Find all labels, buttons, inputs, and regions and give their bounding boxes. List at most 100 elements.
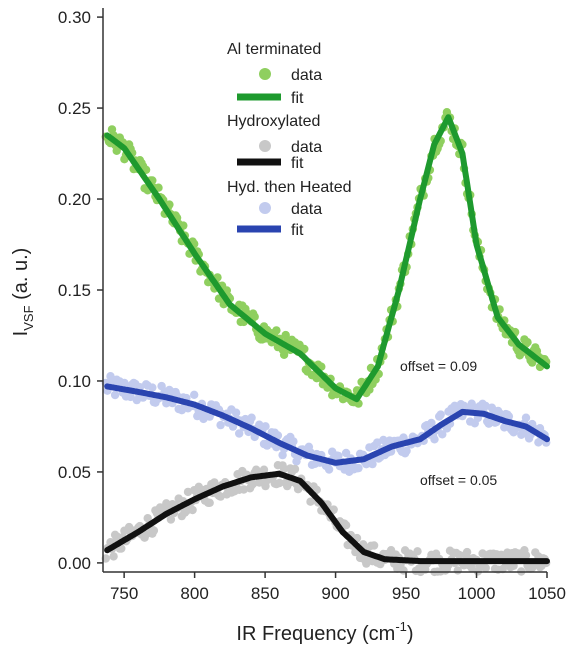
data-point-hydroxylated <box>467 563 476 573</box>
data-point-hydroxylated <box>166 515 176 524</box>
data-point-heated <box>247 413 256 422</box>
legend: Al terminated data fit Hydroxylated data… <box>227 41 352 239</box>
data-point-hydroxylated <box>498 564 507 574</box>
data-point-hydroxylated <box>141 530 151 539</box>
legend-hydroxylated-fit-label: fit <box>291 155 304 172</box>
fit-line-heated <box>104 383 550 466</box>
x-tick-label: 950 <box>392 584 420 603</box>
data-point-heated <box>438 430 447 439</box>
data-point-heated <box>354 463 363 473</box>
data-point-hydroxylated <box>341 521 351 530</box>
legend-marker-al-data <box>259 68 271 80</box>
y-tick-label: 0.25 <box>58 99 91 118</box>
fit-line-al <box>104 114 550 403</box>
data-point-hydroxylated <box>188 505 197 515</box>
data-point-heated <box>436 410 445 419</box>
legend-title-al: Al terminated <box>227 41 321 58</box>
legend-al-fit-label: fit <box>291 90 304 107</box>
data-point-hydroxylated <box>290 464 300 474</box>
x-axis-title-main: IR Frequency (cm <box>236 623 395 645</box>
legend-title-hydroxylated: Hydroxylated <box>227 113 320 130</box>
legend-marker-heated-data <box>259 202 271 214</box>
data-point-al <box>523 338 532 347</box>
x-tick-label: 1050 <box>528 584 566 603</box>
data-point-heated <box>190 390 199 399</box>
y-tick-label: 0.00 <box>58 554 91 573</box>
legend-title-heated: Hyd. then Heated <box>227 179 352 196</box>
y-ticks: 0.00 0.05 0.10 0.15 0.20 0.25 0.30 <box>58 8 103 573</box>
x-tick-label: 800 <box>180 584 208 603</box>
x-tick-label: 750 <box>110 584 138 603</box>
y-tick-label: 0.05 <box>58 463 91 482</box>
data-point-hydroxylated <box>182 506 191 516</box>
data-point-heated <box>521 413 531 422</box>
data-point-hydroxylated <box>259 465 269 474</box>
data-point-heated <box>334 451 343 461</box>
y-axis-title-rest: (a. u.) <box>10 248 32 306</box>
data-point-heated <box>261 422 270 431</box>
data-point-heated <box>126 392 135 402</box>
data-point-hydroxylated <box>279 464 289 473</box>
data-point-heated <box>402 446 411 455</box>
offset-annotation-heated: offset = 0.05 <box>420 472 497 488</box>
legend-al-data-label: data <box>291 67 322 84</box>
data-point-hydroxylated <box>205 498 214 507</box>
legend-hydroxylated-data-label: data <box>291 139 322 156</box>
data-point-hydroxylated <box>369 541 379 550</box>
y-axis-title: IVSF (a. u.) <box>10 248 36 337</box>
data-point-al <box>272 326 281 335</box>
x-axis-title-sup: -1 <box>395 619 407 634</box>
x-tick-label: 900 <box>321 584 349 603</box>
x-tick-label: 850 <box>251 584 279 603</box>
data-point-heated <box>110 390 120 400</box>
y-tick-label: 0.15 <box>58 281 91 300</box>
data-point-al <box>300 344 309 354</box>
data-point-hydroxylated <box>143 514 152 523</box>
data-point-hydroxylated <box>109 552 118 561</box>
data-point-heated <box>231 408 241 417</box>
data-point-heated <box>500 423 509 432</box>
data-point-heated <box>341 448 351 458</box>
data-point-al <box>250 312 259 321</box>
data-point-heated <box>235 429 244 438</box>
data-point-heated <box>216 420 225 430</box>
data-point-heated <box>427 418 436 428</box>
data-point-hydroxylated <box>306 497 315 506</box>
legend-heated-data-label: data <box>291 201 322 218</box>
data-point-hydroxylated <box>149 526 159 535</box>
data-point-heated <box>250 432 259 442</box>
data-point-heated <box>368 459 377 469</box>
data-point-heated <box>430 435 439 444</box>
data-point-hydroxylated <box>521 551 531 560</box>
data-point-al <box>279 350 289 359</box>
y-tick-label: 0.30 <box>58 8 91 27</box>
data-point-heated <box>148 383 157 392</box>
y-axis-title-sub: VSF <box>21 305 36 330</box>
data-point-heated <box>289 437 298 446</box>
x-axis-title: IR Frequency (cm-1) <box>236 619 413 645</box>
data-point-hydroxylated <box>275 478 284 488</box>
data-point-heated <box>106 372 115 381</box>
data-point-hydroxylated <box>329 505 338 514</box>
data-point-al <box>528 358 537 367</box>
x-tick-label: 1000 <box>458 584 496 603</box>
fit-line-hydroxylated <box>104 470 550 565</box>
y-axis-title-main: I <box>10 331 32 337</box>
data-point-heated <box>504 412 514 421</box>
data-point-hydroxylated <box>455 550 464 560</box>
fit-curves-layer <box>104 114 550 565</box>
data-point-heated <box>273 431 283 440</box>
data-point-hydroxylated <box>413 547 422 556</box>
data-point-heated <box>324 465 334 474</box>
y-tick-label: 0.10 <box>58 372 91 391</box>
data-point-hydroxylated <box>478 549 487 558</box>
x-ticks: 750 800 850 900 950 1000 1050 <box>110 572 566 603</box>
y-tick-label: 0.20 <box>58 190 91 209</box>
x-axis-title-close: ) <box>407 623 414 645</box>
legend-marker-hydroxylated-data <box>259 140 271 152</box>
offset-annotation-al: offset = 0.09 <box>400 358 477 374</box>
data-point-hydroxylated <box>481 563 490 573</box>
data-point-hydroxylated <box>462 547 472 557</box>
legend-heated-fit-label: fit <box>291 222 304 239</box>
